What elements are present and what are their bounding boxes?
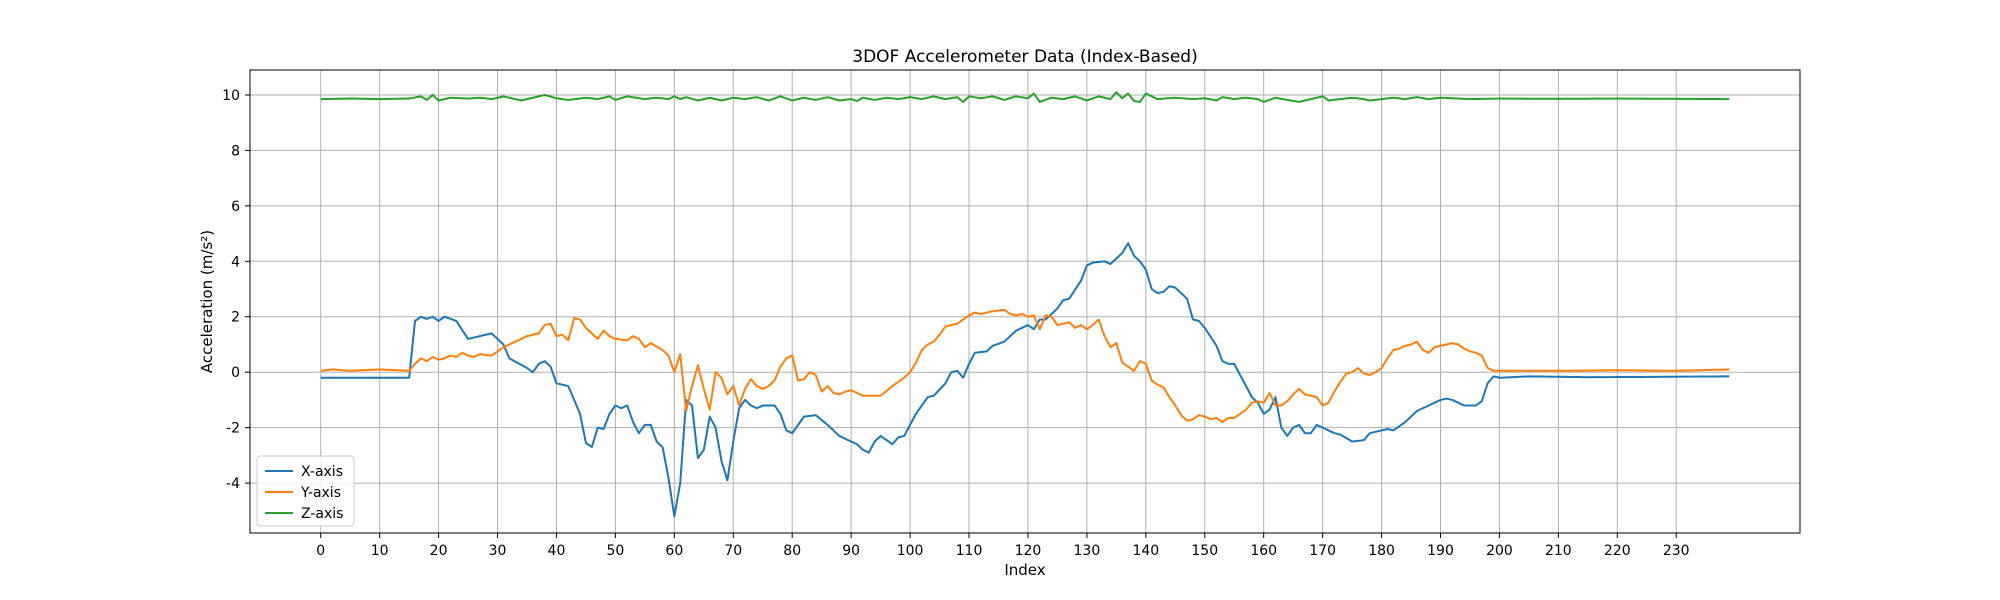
x-tick-label: 190 — [1427, 543, 1454, 559]
legend-label: Z-axis — [301, 506, 343, 522]
x-tick-label: 220 — [1604, 543, 1631, 559]
x-tick-label: 200 — [1486, 543, 1513, 559]
y-tick-label: 8 — [231, 143, 240, 159]
x-tick-label: 30 — [489, 543, 507, 559]
x-tick-label: 140 — [1132, 543, 1159, 559]
y-tick-label: 6 — [231, 199, 240, 215]
y-tick-label: 2 — [231, 310, 240, 326]
x-tick-label: 10 — [371, 543, 389, 559]
x-tick-label: 100 — [897, 543, 924, 559]
y-tick-label: 4 — [231, 254, 240, 270]
x-tick-label: 160 — [1250, 543, 1277, 559]
y-tick-label: -2 — [226, 421, 240, 437]
legend-label: X-axis — [301, 464, 343, 480]
x-tick-label: 180 — [1368, 543, 1395, 559]
x-tick-label: 50 — [606, 543, 624, 559]
x-tick-label: 230 — [1663, 543, 1690, 559]
x-tick-label: 110 — [956, 543, 983, 559]
x-tick-label: 80 — [783, 543, 801, 559]
x-tick-label: 60 — [665, 543, 683, 559]
y-tick-label: 10 — [222, 88, 240, 104]
x-tick-label: 150 — [1191, 543, 1218, 559]
y-axis-label: Acceleration (m/s²) — [198, 230, 216, 373]
legend-label: Y-axis — [300, 485, 341, 501]
x-tick-label: 0 — [316, 543, 325, 559]
y-tick-label: -4 — [226, 476, 240, 492]
x-tick-label: 20 — [430, 543, 448, 559]
chart-title: 3DOF Accelerometer Data (Index-Based) — [852, 47, 1197, 67]
y-tick-label: 0 — [231, 365, 240, 381]
legend: X-axis Y-axis Z-axis — [257, 456, 354, 526]
x-tick-label: 130 — [1074, 543, 1101, 559]
x-tick-label: 120 — [1015, 543, 1042, 559]
x-tick-label: 40 — [548, 543, 566, 559]
x-tick-label: 170 — [1309, 543, 1336, 559]
x-tick-label: 210 — [1545, 543, 1572, 559]
x-tick-label: 90 — [842, 543, 860, 559]
x-tick-label: 70 — [724, 543, 742, 559]
x-axis-label: Index — [1004, 561, 1045, 579]
